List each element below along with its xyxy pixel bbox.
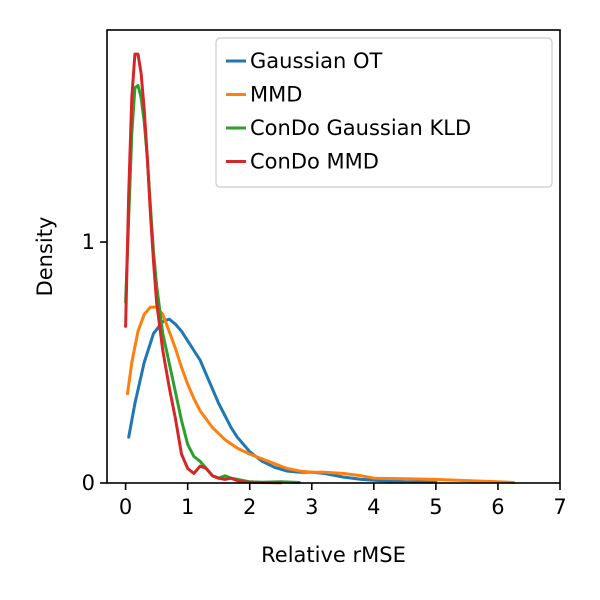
legend: Gaussian OT MMD ConDo Gaussian KLD ConDo MM… — [215, 37, 553, 188]
x-tick-label: 0 — [119, 495, 132, 519]
y-tick-label: 1 — [82, 230, 95, 254]
plot-frame — [106, 29, 561, 484]
x-tick-label: 4 — [367, 495, 380, 519]
x-tick-label: 7 — [553, 495, 566, 519]
y-tick-label: 0 — [82, 471, 95, 495]
y-axis-label: Density — [33, 217, 57, 297]
x-tick-label: 2 — [243, 495, 256, 519]
legend-label: MMD — [250, 83, 302, 107]
legend-label: ConDo Gaussian KLD — [250, 116, 471, 140]
x-tick-label: 6 — [491, 495, 504, 519]
series-line-1 — [127, 317, 438, 484]
x-axis-label: Relative rMSE — [261, 543, 406, 567]
legend-label: ConDo MMD — [250, 150, 379, 174]
series-layer — [124, 52, 515, 485]
legend-label: Gaussian OT — [250, 49, 383, 73]
ticks-layer: 0 1 2 3 4 5 6 7 0 1 — [82, 230, 567, 519]
x-tick-label: 5 — [429, 495, 442, 519]
series-line-2 — [126, 305, 515, 484]
x-tick-label: 3 — [305, 495, 318, 519]
legend-box — [215, 37, 553, 188]
x-tick-label: 1 — [181, 495, 194, 519]
series-line-4 — [124, 52, 283, 485]
